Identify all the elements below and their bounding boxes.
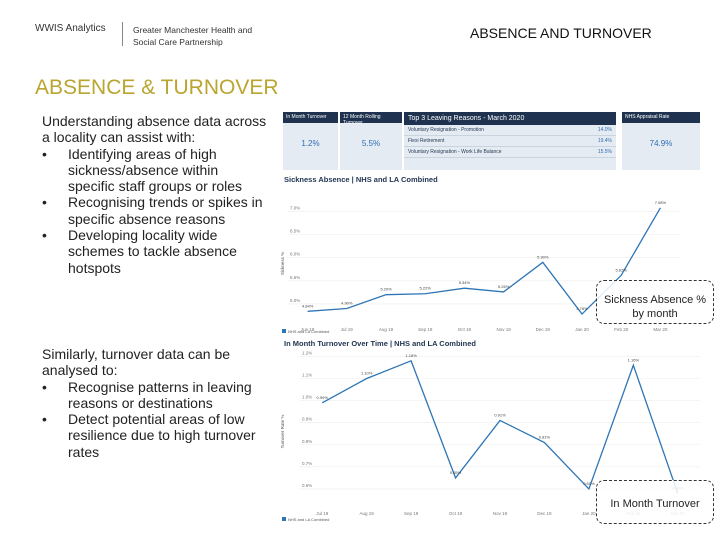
data-label: 5.22% bbox=[420, 286, 432, 291]
data-label: 4.90% bbox=[341, 301, 353, 306]
data-label: 5.26% bbox=[498, 284, 510, 289]
x-tick-label: Jan 20 bbox=[582, 511, 596, 516]
kpi: 12 Month Rolling Turnover 5.5% bbox=[340, 112, 402, 170]
kpi-label: 12 Month Rolling Turnover bbox=[340, 112, 402, 126]
data-label: 5.34% bbox=[459, 280, 471, 285]
data-label: 1.10% bbox=[361, 371, 373, 376]
x-tick-label: Jan 20 bbox=[575, 327, 589, 332]
x-tick-label: Sep 19 bbox=[418, 327, 433, 332]
data-label: 1.18% bbox=[405, 353, 417, 358]
data-label: 0.81% bbox=[539, 435, 551, 440]
legend-label: NHS and LA Combined bbox=[288, 517, 329, 522]
data-label: 0.91% bbox=[494, 412, 506, 417]
data-label: 1.16% bbox=[628, 357, 640, 362]
y-tick-label: 0.8% bbox=[302, 439, 312, 444]
bullet: Detect potential areas of low resilience… bbox=[42, 411, 267, 460]
data-label: 5.90% bbox=[537, 254, 549, 259]
legend-swatch bbox=[282, 517, 286, 521]
legend-swatch bbox=[282, 329, 286, 333]
x-tick-label: Oct 19 bbox=[449, 511, 463, 516]
brand: WWIS Analytics bbox=[35, 23, 106, 34]
y-axis-label: Sickness % bbox=[280, 252, 285, 275]
bullet: Identifying areas of high sickness/absen… bbox=[42, 146, 267, 195]
data-line bbox=[321, 359, 679, 494]
table-row: Voluntary Resignation - Work Life Balanc… bbox=[404, 147, 616, 158]
chart-title: Sickness Absence | NHS and LA Combined bbox=[284, 175, 438, 184]
x-tick-label: Mar 20 bbox=[653, 327, 668, 332]
y-tick-label: 0.9% bbox=[302, 417, 312, 422]
data-label: 0.65% bbox=[450, 470, 462, 475]
kpi: In Month Turnover 1.2% bbox=[283, 112, 338, 170]
data-label: 5.62% bbox=[616, 267, 628, 272]
chart: Sickness Absence | NHS and LA Combined Si… bbox=[280, 172, 720, 338]
chart-title: In Month Turnover Over Time | NHS and LA… bbox=[284, 339, 476, 348]
data-label: 5.20% bbox=[380, 287, 392, 292]
table-title: Top 3 Leaving Reasons - March 2020 bbox=[404, 112, 616, 125]
y-tick-label: 1.2% bbox=[302, 350, 312, 355]
x-tick-label: Nov 19 bbox=[496, 327, 511, 332]
cell: 14.0% bbox=[597, 127, 612, 133]
kpi-label: NHS Appraisal Rate bbox=[622, 112, 700, 123]
x-tick-label: Aug 19 bbox=[379, 327, 394, 332]
y-tick-label: 6.0% bbox=[290, 252, 300, 257]
kpi-value: 1.2% bbox=[301, 139, 320, 148]
table-row: Flexi Retirement 19.4% bbox=[404, 136, 616, 147]
legend-label: NHS and LA Combined bbox=[288, 329, 329, 334]
kpi-value: 5.5% bbox=[361, 139, 381, 148]
y-tick-label: 6.5% bbox=[290, 229, 300, 234]
kpi: NHS Appraisal Rate 74.9% bbox=[622, 112, 700, 170]
intro: Understanding absence data across a loca… bbox=[42, 113, 267, 146]
reasons-table: Top 3 Leaving Reasons - March 2020 Volun… bbox=[404, 112, 616, 170]
cell: 19.4% bbox=[597, 138, 612, 144]
cell: Voluntary Resignation - Promotion bbox=[408, 127, 484, 133]
bullet: Developing locality wide schemes to tack… bbox=[42, 227, 267, 276]
data-label: 0.99% bbox=[317, 395, 329, 400]
y-tick-label: 7.0% bbox=[290, 206, 300, 211]
callout: Sickness Absence % by month bbox=[596, 280, 714, 324]
x-tick-label: Jul 19 bbox=[341, 327, 354, 332]
absence-text: Understanding absence data across a loca… bbox=[42, 113, 267, 276]
x-tick-label: Feb 20 bbox=[614, 327, 629, 332]
x-tick-label: Oct 19 bbox=[458, 327, 472, 332]
x-tick-label: Jul 19 bbox=[316, 511, 329, 516]
callout: In Month Turnover bbox=[596, 480, 714, 524]
y-tick-label: 1.1% bbox=[302, 373, 312, 378]
x-tick-label: Jun 19 bbox=[301, 327, 315, 332]
cell: Flexi Retirement bbox=[408, 138, 445, 144]
section-title: ABSENCE AND TURNOVER bbox=[470, 25, 652, 41]
data-label: 4.84% bbox=[302, 303, 314, 308]
y-axis-label: Turnover Rate % bbox=[280, 415, 285, 449]
x-tick-label: Dec 19 bbox=[536, 327, 551, 332]
y-tick-label: 0.7% bbox=[302, 461, 312, 466]
y-tick-label: 1.0% bbox=[302, 395, 312, 400]
x-tick-label: Aug 19 bbox=[360, 511, 375, 516]
organisation: Greater Manchester Health and Social Car… bbox=[133, 25, 253, 47]
kpi-label: In Month Turnover bbox=[283, 112, 338, 123]
intro: Similarly, turnover data can be analysed… bbox=[42, 346, 231, 379]
y-tick-label: 5.5% bbox=[290, 275, 300, 280]
cell: 15.5% bbox=[597, 149, 612, 155]
kpi-value: 74.9% bbox=[649, 139, 673, 148]
cell: Voluntary Resignation - Work Life Balanc… bbox=[408, 149, 502, 155]
bullet: Recognising trends or spikes in specific… bbox=[42, 194, 267, 227]
slide-title: ABSENCE & TURNOVER bbox=[35, 76, 279, 99]
y-tick-label: 0.6% bbox=[302, 483, 312, 488]
turnover-text: Similarly, turnover data can be analysed… bbox=[42, 346, 267, 460]
y-tick-label: 5.0% bbox=[290, 298, 300, 303]
bullet: Recognise patterns in leaving reasons or… bbox=[42, 379, 267, 412]
data-label: 0.60% bbox=[583, 481, 595, 486]
x-tick-label: Nov 19 bbox=[493, 511, 508, 516]
divider bbox=[122, 22, 123, 46]
data-label: 7.08% bbox=[655, 200, 667, 205]
x-tick-label: Sep 19 bbox=[404, 511, 419, 516]
table-row: Voluntary Resignation - Promotion 14.0% bbox=[404, 125, 616, 136]
data-label: 4.78% bbox=[576, 306, 588, 311]
x-tick-label: Dec 19 bbox=[537, 511, 552, 516]
